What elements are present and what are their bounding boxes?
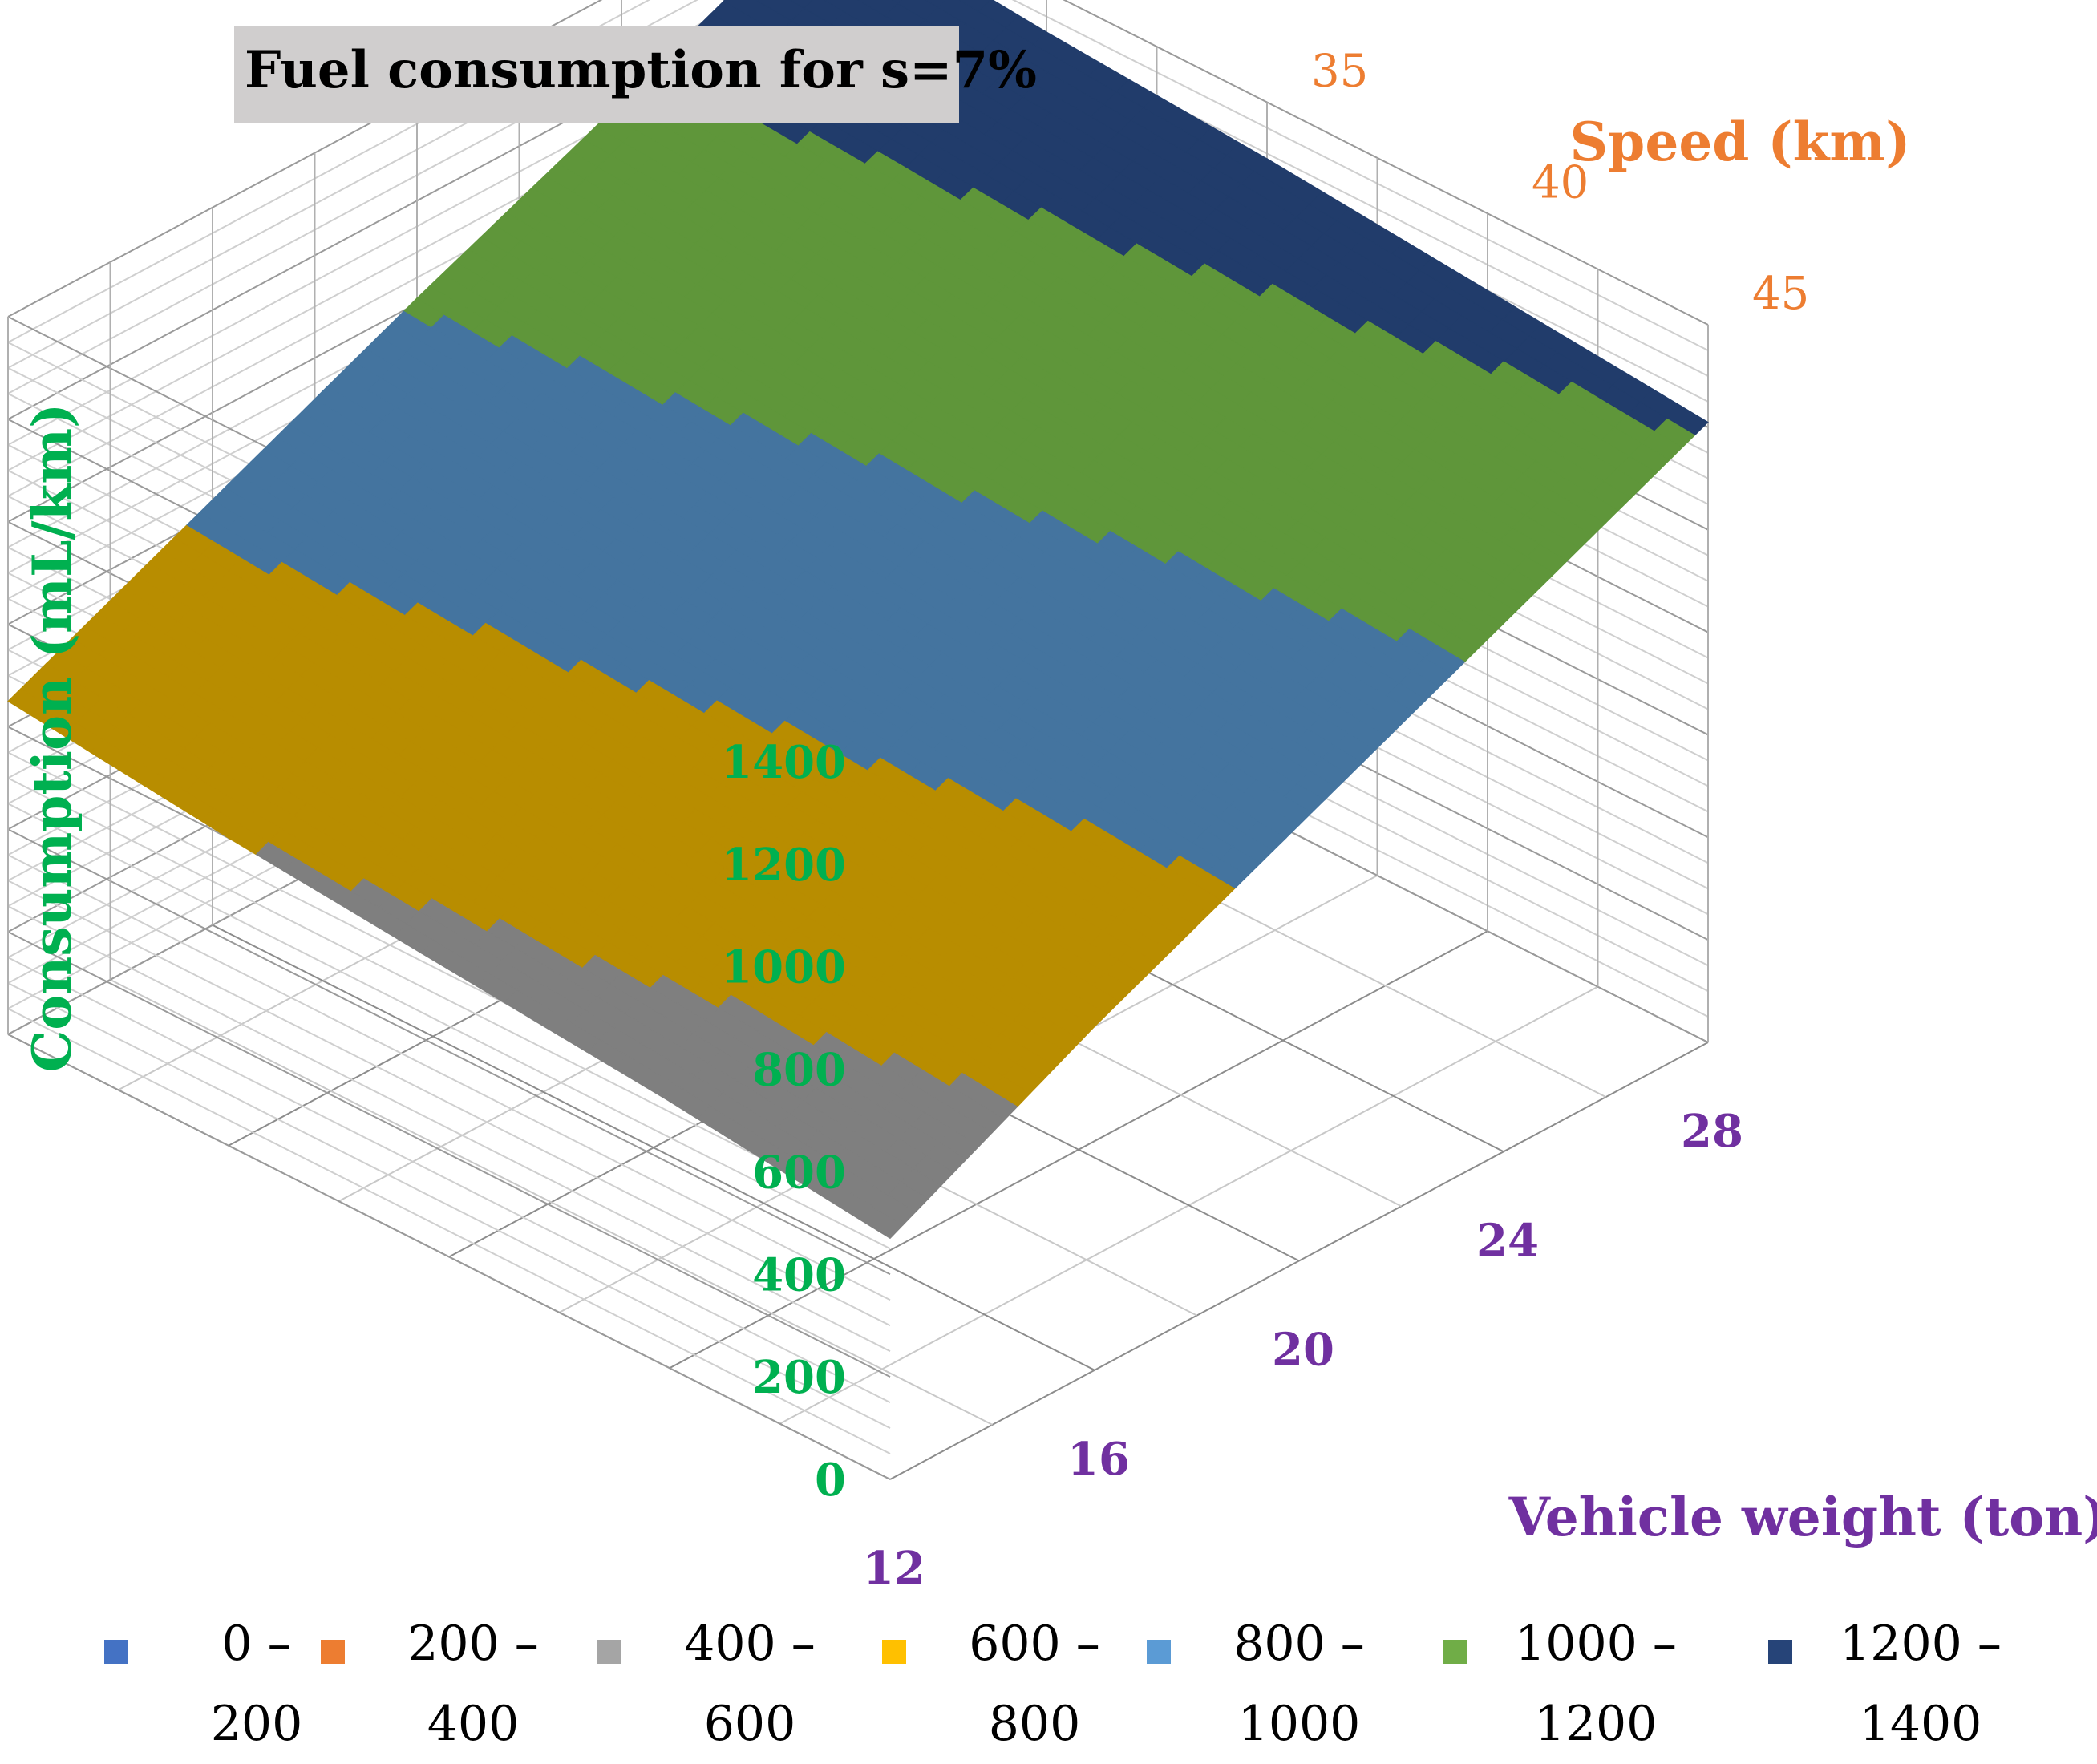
left-wall-gridline bbox=[7, 982, 891, 1429]
legend-label: 0 – 200 bbox=[210, 1616, 303, 1752]
speed-tick-label: 45 bbox=[1752, 268, 1809, 320]
legend-item: 200 – 400 bbox=[321, 1604, 593, 1756]
left-wall-gridline bbox=[7, 880, 891, 1327]
left-wall-gridline bbox=[7, 828, 891, 1276]
left-wall-gridline bbox=[7, 957, 891, 1403]
legend-label: 600 – 800 bbox=[969, 1616, 1100, 1752]
floor-weight-gridline bbox=[110, 978, 993, 1426]
left-wall-gridline bbox=[7, 854, 891, 1301]
surface-patch bbox=[925, 0, 947, 8]
surface-patch bbox=[958, 0, 991, 12]
left-wall-gridline bbox=[7, 777, 891, 1224]
z-tick-label: 1200 bbox=[721, 839, 846, 892]
legend-swatch bbox=[1443, 1640, 1467, 1664]
speed-axis-ticks: 2530354045 bbox=[1311, 46, 1809, 321]
z-tick-label: 200 bbox=[752, 1351, 846, 1404]
z-tick-label: 800 bbox=[752, 1044, 846, 1097]
legend-item: 1200 – 1400 bbox=[1768, 1604, 2041, 1756]
weight-tick-label: 24 bbox=[1476, 1214, 1539, 1267]
legend-swatch bbox=[1768, 1640, 1792, 1664]
surface-patch bbox=[891, 0, 902, 4]
weight-tick-label: 28 bbox=[1681, 1105, 1743, 1158]
legend-label: 200 – 400 bbox=[407, 1616, 539, 1752]
legend-item: 600 – 800 bbox=[882, 1604, 1155, 1756]
z-tick-label: 400 bbox=[752, 1248, 846, 1301]
speed-tick-label: 40 bbox=[1532, 156, 1589, 208]
legend-item: 400 – 600 bbox=[597, 1604, 870, 1756]
left-wall-gridline bbox=[7, 803, 891, 1250]
legend: 0 – 200 200 – 400 400 – 600 600 – 800 800 – … bbox=[0, 1604, 2097, 1756]
legend-swatch bbox=[1147, 1640, 1171, 1664]
z-tick-label: 600 bbox=[752, 1146, 846, 1199]
surface-patch bbox=[755, 0, 770, 6]
left-wall-gridline bbox=[7, 931, 891, 1378]
surface-patch bbox=[789, 0, 814, 9]
left-wall-gridline bbox=[7, 1008, 891, 1454]
z-axis-ticks: 0 200 400 600 800 1000 1200 1400 bbox=[721, 736, 846, 1507]
z-tick-label: 0 bbox=[815, 1454, 846, 1507]
weight-tick-label: 16 bbox=[1067, 1433, 1130, 1486]
legend-swatch bbox=[321, 1640, 345, 1664]
left-wall-gridline bbox=[7, 905, 891, 1353]
weight-tick-label: 12 bbox=[863, 1542, 925, 1595]
z-tick-label: 1400 bbox=[721, 736, 846, 789]
speed-axis-title: Speed (km) bbox=[1570, 111, 1911, 173]
consumption-surface bbox=[7, 0, 1709, 1240]
legend-swatch bbox=[597, 1640, 621, 1664]
z-axis-title: Consumption (mL/km) bbox=[21, 403, 83, 1073]
surface-patch bbox=[1666, 405, 1709, 435]
legend-label: 1000 – 1200 bbox=[1515, 1616, 1677, 1752]
legend-swatch bbox=[104, 1640, 128, 1664]
left-wall-gridline bbox=[7, 1034, 891, 1480]
surface-patch bbox=[824, 0, 858, 13]
weight-axis-ticks: 12 16 20 24 28 bbox=[863, 1105, 1743, 1595]
floor-weight-gridline bbox=[212, 924, 1095, 1371]
z-tick-label: 1000 bbox=[721, 941, 846, 994]
legend-item: 1000 – 1200 bbox=[1443, 1604, 1716, 1756]
weight-axis-title: Vehicle weight (ton) bbox=[1508, 1486, 2097, 1548]
weight-tick-label: 20 bbox=[1272, 1324, 1334, 1377]
speed-tick-label: 35 bbox=[1311, 46, 1368, 98]
legend-label: 1200 – 1400 bbox=[1840, 1616, 2002, 1752]
legend-label: 800 – 1000 bbox=[1233, 1616, 1365, 1752]
legend-label: 400 – 600 bbox=[684, 1616, 816, 1752]
chart-title-box bbox=[234, 26, 959, 123]
legend-item: 800 – 1000 bbox=[1147, 1604, 1419, 1756]
legend-item: 0 – 200 bbox=[104, 1604, 377, 1756]
legend-swatch bbox=[882, 1640, 906, 1664]
chart-title: Fuel consumption for s=7% bbox=[245, 40, 1037, 100]
